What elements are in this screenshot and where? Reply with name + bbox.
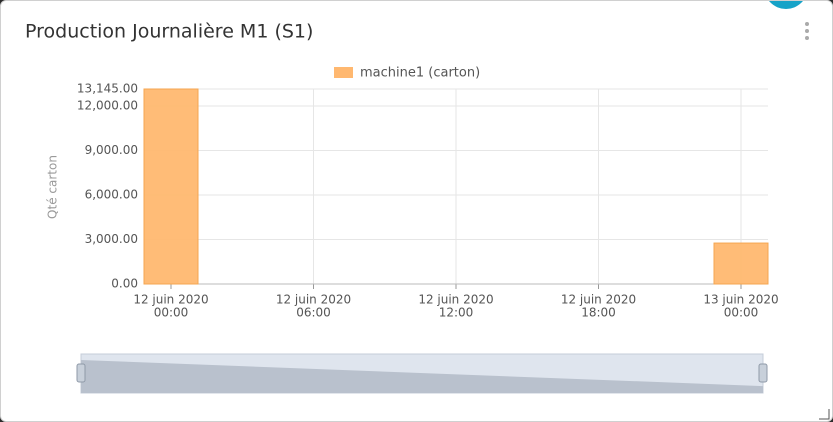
y-tick-label: 12,000.00 bbox=[77, 98, 138, 112]
x-tick-label: 12 juin 2020 bbox=[276, 293, 351, 307]
navigator-area bbox=[81, 360, 763, 393]
menu-icon[interactable] bbox=[805, 22, 809, 40]
x-tick-label: 12 juin 2020 bbox=[133, 293, 208, 307]
y-tick-label: 3,000.00 bbox=[85, 232, 138, 246]
x-tick-label: 18:00 bbox=[581, 306, 616, 320]
x-tick-label: 00:00 bbox=[724, 306, 759, 320]
corner-badge[interactable] bbox=[764, 1, 808, 9]
resize-handle[interactable] bbox=[819, 409, 830, 420]
y-tick-label: 0.00 bbox=[111, 277, 138, 291]
x-tick-label: 13 juin 2020 bbox=[703, 293, 778, 307]
y-tick-label: 6,000.00 bbox=[85, 187, 138, 201]
y-tick-label: 13,145.00 bbox=[77, 82, 138, 96]
bar bbox=[713, 242, 769, 285]
chart-title: Production Journalière M1 (S1) bbox=[25, 21, 313, 43]
legend-label: machine1 (carton) bbox=[360, 66, 480, 81]
legend-swatch bbox=[334, 67, 353, 78]
y-tick-label: 9,000.00 bbox=[85, 143, 138, 157]
x-tick-label: 00:00 bbox=[154, 306, 189, 320]
navigator-handle[interactable] bbox=[758, 363, 768, 383]
navigator-handle[interactable] bbox=[76, 363, 86, 383]
x-tick-label: 12 juin 2020 bbox=[418, 293, 493, 307]
x-tick-label: 06:00 bbox=[296, 306, 331, 320]
x-tick-label: 12:00 bbox=[439, 306, 474, 320]
bar bbox=[143, 88, 199, 285]
y-axis-label: Qté carton bbox=[46, 155, 60, 219]
x-tick-label: 12 juin 2020 bbox=[561, 293, 636, 307]
